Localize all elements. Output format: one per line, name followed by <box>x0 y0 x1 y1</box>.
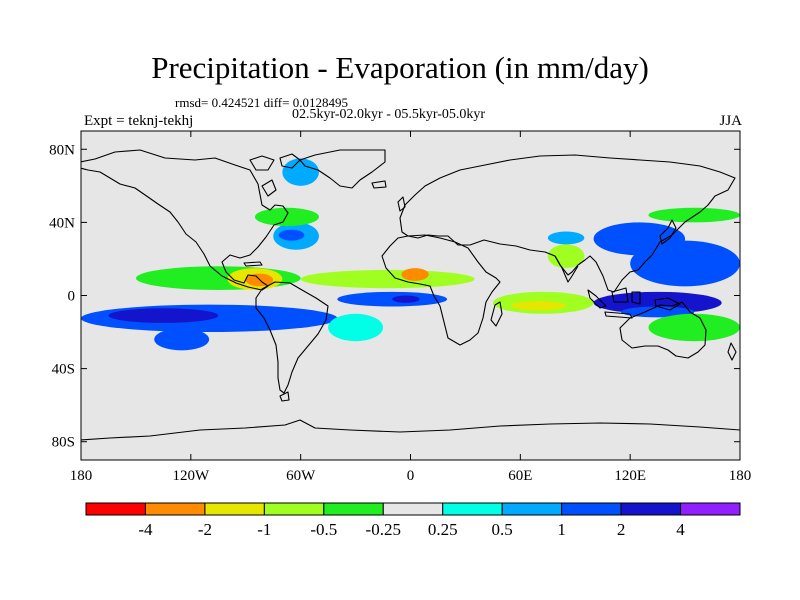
period-text: 02.5kyr-02.0kyr - 05.5kyr-05.0kyr <box>292 107 486 122</box>
colorbar-label: 2 <box>617 520 626 539</box>
y-tick-label: 80N <box>49 142 75 158</box>
anomaly-se-pacific-south <box>154 328 210 351</box>
colorbar-label: -4 <box>138 520 153 539</box>
colorbar-swatch <box>620 502 682 516</box>
coastline-south-america <box>255 281 329 394</box>
y-tick-label: 80S <box>52 435 75 451</box>
y-tick-label: 40N <box>49 215 75 231</box>
coastline-australia <box>619 301 707 359</box>
colorbar-swatch <box>323 502 384 516</box>
y-tick-label: 0 <box>68 289 76 305</box>
colorbar-label: -0.5 <box>310 520 337 539</box>
colorbar-label: -1 <box>257 520 271 539</box>
y-tick-label: 40S <box>52 362 75 378</box>
coastline-eurasia <box>399 154 736 293</box>
coastline-layer <box>81 149 740 441</box>
colorbar-swatch <box>204 502 265 516</box>
coastline-madagascar <box>490 301 503 327</box>
anomaly-se-pacific-dry <box>648 313 740 342</box>
coastline-north-america <box>81 149 289 291</box>
coastline-japan <box>659 219 677 245</box>
coastline-greenland <box>299 149 386 189</box>
colorbar-swatch <box>263 502 325 516</box>
anomaly-field-layer <box>81 158 740 351</box>
colorbar-swatch <box>680 502 741 516</box>
coastline-arctic-islands <box>249 153 301 197</box>
colorbar-label: 0.25 <box>428 520 458 539</box>
colorbar-swatch <box>442 502 503 516</box>
colorbar-label: 1 <box>557 520 566 539</box>
coastline-new-zealand <box>727 342 737 361</box>
anomaly-gulf-stream-wet <box>278 229 305 241</box>
coastline-maritime-islands <box>587 287 681 319</box>
x-tick-label: 60W <box>286 468 316 484</box>
anomaly-sahel-dry <box>401 268 429 281</box>
axis-ticks-layer: 180 120W 60W 0 60E 120E 180 80N 40N 0 40S 80S <box>49 131 751 484</box>
anomaly-western-pacific-wet <box>630 240 740 287</box>
x-tick-label: 120E <box>614 468 646 484</box>
colorbar-swatch <box>382 502 444 516</box>
colorbar-label: -0.25 <box>366 520 401 539</box>
x-tick-label: 60E <box>508 468 532 484</box>
stats-text: rmsd= 0.424521 diff= 0.0128495 <box>175 95 348 110</box>
colorbar-label: -2 <box>198 520 212 539</box>
coastline-antarctica <box>81 419 740 441</box>
colorbar-label: 4 <box>676 520 685 539</box>
season-label: JJA <box>719 113 742 129</box>
anomaly-south-atlantic <box>328 313 384 342</box>
coastline-india <box>554 255 579 283</box>
colorbar-swatch <box>144 502 206 516</box>
anomaly-gulf-of-guinea-wet <box>392 295 420 303</box>
anomaly-atlantic-itcz-north <box>300 269 475 289</box>
anomaly-bay-of-bengal <box>547 244 585 269</box>
anomaly-greenland-coast-wet <box>282 158 319 186</box>
colorbar: -4 -2 -1 -0.5 -0.25 0.25 0.5 1 2 4 <box>85 502 741 539</box>
anomaly-maritime-continent-wet <box>593 291 722 314</box>
anomaly-central-pacific-south <box>108 308 219 323</box>
anomaly-north-pacific-dry <box>648 207 740 223</box>
chart-title: Precipitation - Evaporation (in mm/day) <box>151 50 649 85</box>
x-tick-label: 180 <box>729 468 752 484</box>
anomaly-india-wet <box>547 231 585 245</box>
colorbar-label: 0.5 <box>492 520 513 539</box>
anomaly-north-atlantic-dry <box>254 207 319 227</box>
experiment-label: Expt = teknj-tekhj <box>84 113 194 129</box>
coastline-africa <box>381 234 501 346</box>
x-tick-label: 0 <box>407 468 415 484</box>
anomaly-indian-ocean-dry <box>511 300 567 311</box>
x-tick-label: 120W <box>172 468 210 484</box>
colorbar-swatch <box>501 502 563 516</box>
x-tick-label: 180 <box>70 468 93 484</box>
colorbar-swatch <box>561 502 622 516</box>
coastline-small-islands <box>243 180 406 402</box>
colorbar-swatch <box>85 502 146 516</box>
